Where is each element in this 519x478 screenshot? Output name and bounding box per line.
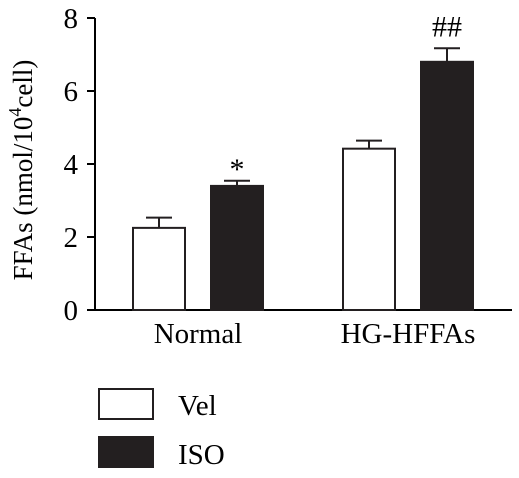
y-axis-label: FFAs (nmol/104cell) [5,60,38,281]
y-axis-label-superscript: 4 [5,108,25,117]
significance-marker: * [230,153,245,186]
legend-swatch-vel [98,388,154,420]
y-tick-label: 2 [64,222,79,254]
y-tick-label: 6 [64,76,79,108]
bar-iso-1 [420,60,474,311]
y-tick-label: 0 [64,295,79,327]
significance-annotations: * ## [230,10,463,185]
y-tick-label: 4 [64,149,79,181]
legend-swatch-iso [98,436,154,468]
legend-label-iso: ISO [178,439,225,471]
significance-marker: ## [432,10,462,43]
x-category-label: Normal [154,318,243,350]
y-tick-label: 8 [64,3,79,35]
legend-label-vel: Vel [178,390,217,422]
bar-vel-1 [342,147,396,311]
bars [132,60,474,311]
y-axis-label-end: cell) [8,60,38,108]
y-axis-label-main: FFAs (nmol/10 [8,117,38,281]
error-bars [146,47,460,228]
legend: Vel ISO [98,388,225,471]
bar-iso-0 [210,184,264,311]
x-category-label: HG-HFFAs [341,318,476,350]
y-ticks: 0 2 4 6 8 [64,3,95,327]
bar-vel-0 [132,226,186,311]
x-category-labels: Normal HG-HFFAs [154,318,476,350]
